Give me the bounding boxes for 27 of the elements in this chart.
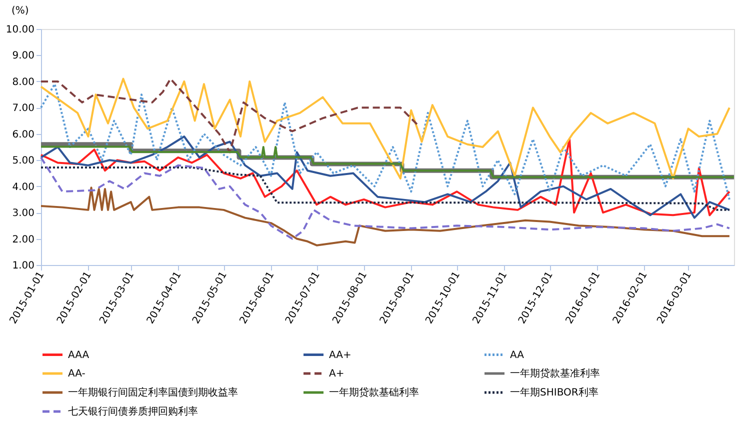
line-series bbox=[40, 83, 730, 200]
line-series bbox=[40, 78, 730, 180]
y-tick-label: 5.00 bbox=[12, 156, 34, 167]
y-tick-label: 1.00 bbox=[12, 260, 34, 272]
legend-label: AA bbox=[510, 350, 524, 361]
line-series bbox=[40, 156, 730, 240]
legend-label: 一年期贷款基准利率 bbox=[510, 368, 600, 380]
line-series bbox=[40, 186, 730, 246]
legend-label: 七天银行间债券质押回购利率 bbox=[68, 406, 198, 418]
legend-label: AAA bbox=[68, 350, 90, 361]
line-series bbox=[40, 166, 730, 211]
legend-label: 一年期贷款基础利率 bbox=[329, 386, 419, 398]
legend-label: AA- bbox=[68, 368, 86, 380]
y-tick-label: 3.00 bbox=[12, 208, 34, 220]
y-tick-label: 6.00 bbox=[12, 129, 34, 140]
y-tick-label: 9.00 bbox=[12, 50, 34, 62]
y-tick-label: 10.00 bbox=[6, 24, 34, 36]
y-tick-label: 4.00 bbox=[12, 182, 34, 193]
legend-label: A+ bbox=[329, 368, 344, 380]
legend-label: 一年期银行间固定利率国债到期收益率 bbox=[68, 386, 238, 398]
legend-label: 一年期SHIBOR利率 bbox=[510, 386, 598, 398]
y-tick-label: 2.00 bbox=[12, 234, 34, 246]
line-series bbox=[40, 78, 420, 154]
y-axis-title: (%) bbox=[12, 6, 29, 16]
y-tick-label: 8.00 bbox=[12, 76, 34, 88]
y-tick-label: 7.00 bbox=[12, 103, 34, 114]
legend-label: AA+ bbox=[329, 350, 352, 361]
